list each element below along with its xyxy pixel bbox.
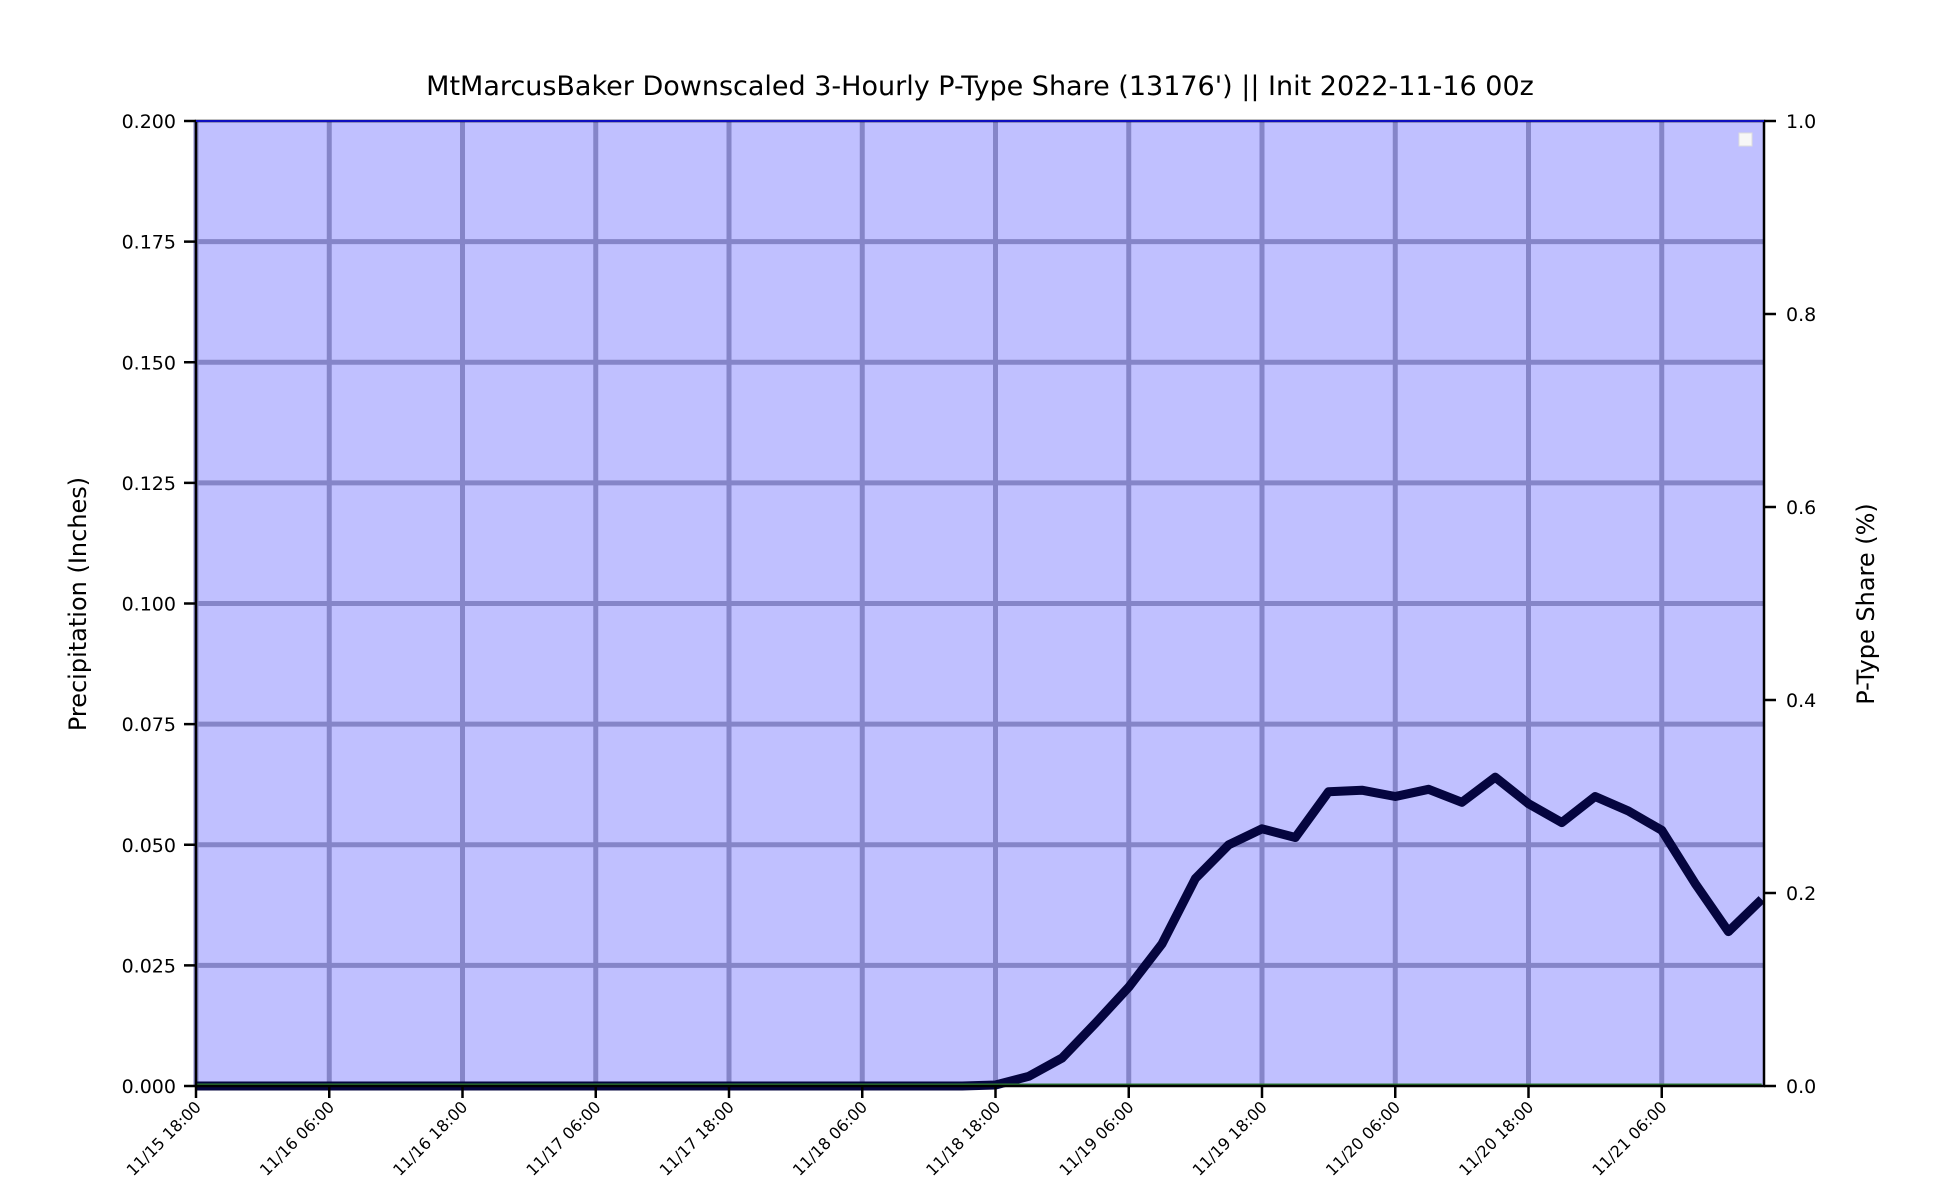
x-tick-label: 11/16 18:00 [389, 1097, 471, 1179]
x-tick-label: 11/15 18:00 [123, 1097, 205, 1179]
y2-tick-label: 0.8 [1786, 304, 1816, 326]
y2-tick-label: 0.0 [1786, 1076, 1816, 1098]
y2-tick-label: 1.0 [1786, 111, 1816, 133]
x-tick-label: 11/17 18:00 [656, 1097, 738, 1179]
chart-title: MtMarcusBaker Downscaled 3-Hourly P-Type… [426, 71, 1534, 102]
y2-tick-label: 0.6 [1786, 497, 1816, 519]
legend-box [1738, 132, 1753, 147]
x-tick-label: 11/20 06:00 [1322, 1097, 1404, 1179]
x-tick-label: 11/16 06:00 [256, 1097, 338, 1179]
x-tick-label: 11/19 18:00 [1189, 1097, 1271, 1179]
y-tick-label: 0.200 [122, 111, 176, 133]
y-tick-label: 0.050 [122, 835, 176, 857]
x-tick-label: 11/21 06:00 [1588, 1097, 1670, 1179]
x-tick-label: 11/17 06:00 [522, 1097, 604, 1179]
x-tick-label: 11/18 06:00 [789, 1097, 871, 1179]
y-tick-label: 0.000 [122, 1076, 176, 1098]
y-axis-label: Precipitation (Inches) [64, 477, 92, 731]
y-tick-label: 0.150 [122, 352, 176, 374]
y2-tick-label: 0.4 [1786, 690, 1816, 712]
grid [193, 121, 1764, 1086]
y-tick-label: 0.100 [122, 594, 176, 616]
y-tick-label: 0.025 [122, 955, 176, 977]
y-tick-label: 0.175 [122, 232, 176, 254]
y2-axis-label: P-Type Share (%) [1852, 503, 1880, 705]
x-tick-label: 11/20 18:00 [1455, 1097, 1537, 1179]
y2-tick-label: 0.2 [1786, 883, 1816, 905]
x-tick-label: 11/18 18:00 [922, 1097, 1004, 1179]
y-tick-label: 0.125 [122, 473, 176, 495]
x-tick-label: 11/19 06:00 [1055, 1097, 1137, 1179]
y-tick-label: 0.075 [122, 714, 176, 736]
